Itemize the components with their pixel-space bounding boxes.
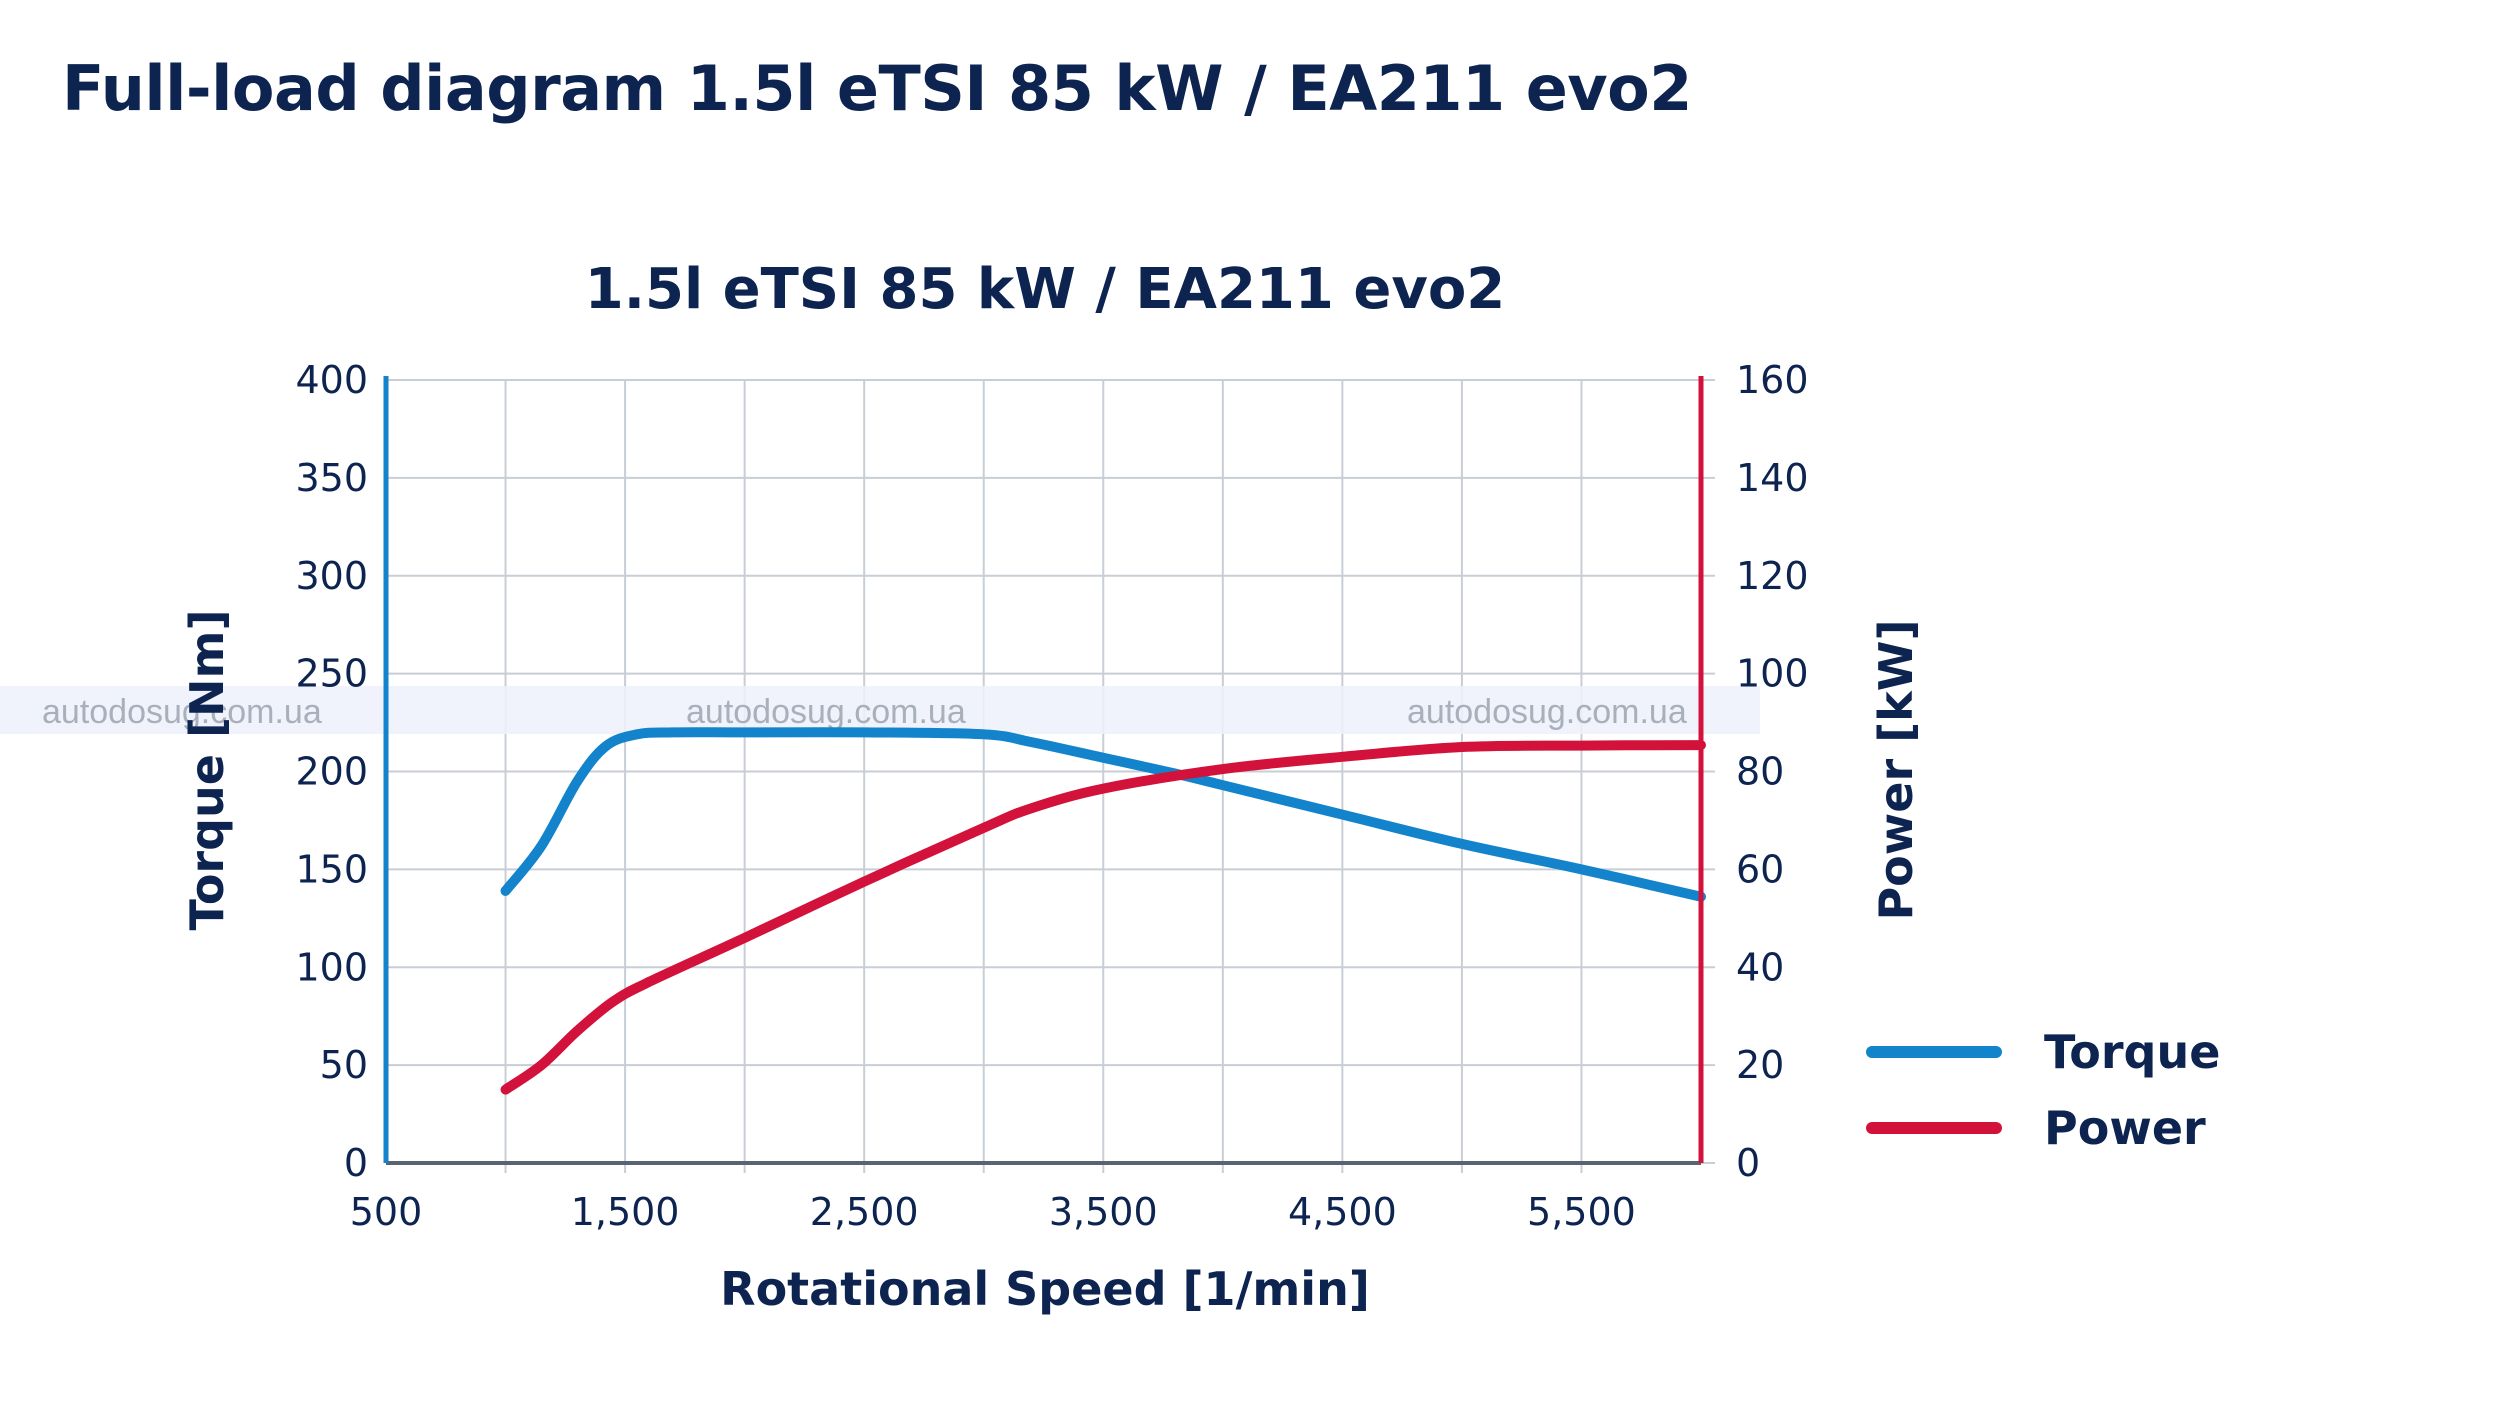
x-tick-label: 3,500 (1049, 1190, 1158, 1234)
chart-title: 1.5l eTSI 85 kW / EA211 evo2 (585, 257, 1506, 322)
y-tick-label: 250 (295, 652, 368, 696)
series (500, 727, 1706, 1095)
watermark-text: autodosug.com.ua (686, 693, 966, 731)
x-tick-label: 500 (350, 1190, 423, 1234)
y2-tick-label: 0 (1736, 1141, 1760, 1185)
watermark-text: autodosug.com.ua (42, 693, 322, 731)
x-tick-label: 2,500 (810, 1190, 919, 1234)
y-tick-label: 200 (295, 750, 368, 794)
watermark-band (0, 686, 1760, 734)
watermark-text: autodosug.com.ua (1407, 693, 1687, 731)
y-axis-title-torque: Torque [Nm] (180, 610, 234, 931)
y2-tick-label: 140 (1736, 456, 1809, 500)
y-axis-title-power: Power [kW] (1869, 619, 1923, 920)
y2-tick-label: 40 (1736, 945, 1784, 989)
x-tick-label: 1,500 (571, 1190, 680, 1234)
y-tick-label: 0 (344, 1141, 368, 1185)
y-tick-label: 50 (320, 1043, 368, 1087)
y-tick-label: 150 (295, 847, 368, 891)
axes (383, 376, 1704, 1165)
legend-label-power: Power (2044, 1101, 2206, 1155)
y2-tick-label: 160 (1736, 358, 1809, 402)
y-tick-label: 400 (295, 358, 368, 402)
y-tick-label: 300 (295, 554, 368, 598)
legend: Torque Power (1866, 1025, 2220, 1155)
y2-tick-label: 80 (1736, 750, 1784, 794)
series-line-torque (500, 727, 1706, 902)
x-tick-label: 5,500 (1527, 1190, 1636, 1234)
legend-label-torque: Torque (2044, 1025, 2220, 1079)
y-tick-label: 100 (295, 945, 368, 989)
grid (386, 379, 1715, 1173)
y2-tick-label: 100 (1736, 652, 1809, 696)
tick-labels: 0 50 100 150 200 250 300 350 400 0 20 40 60 80 100 120 1… (295, 358, 1808, 1234)
y2-tick-label: 20 (1736, 1043, 1784, 1087)
page-title: Full-load diagram 1.5l eTSI 85 kW / EA21… (62, 52, 1692, 125)
watermark: autodosug.com.ua autodosug.com.ua autodosu… (0, 686, 1760, 734)
series-line-power (500, 740, 1706, 1095)
y2-tick-label: 120 (1736, 554, 1809, 598)
x-axis-title: Rotational Speed [1/min] (720, 1262, 1370, 1316)
y2-tick-label: 60 (1736, 847, 1784, 891)
y-tick-label: 350 (295, 456, 368, 500)
x-tick-label: 4,500 (1288, 1190, 1397, 1234)
